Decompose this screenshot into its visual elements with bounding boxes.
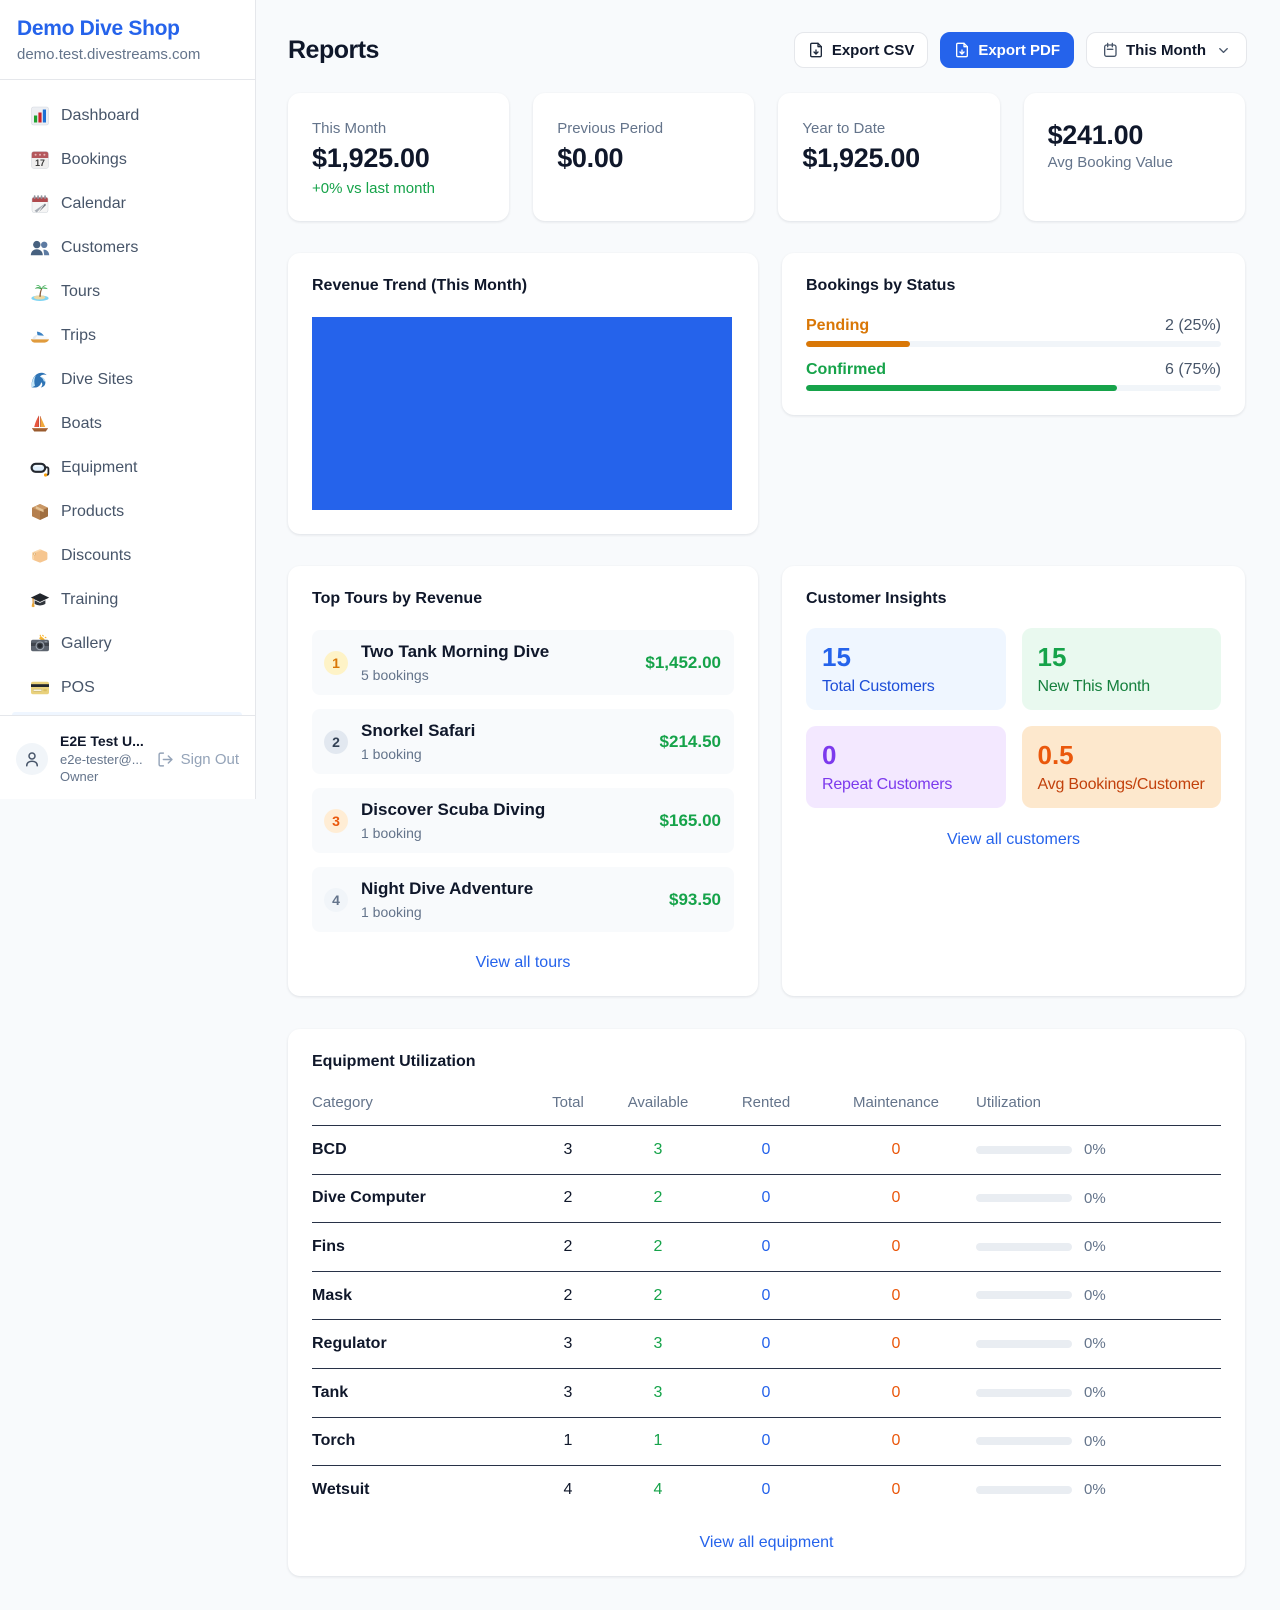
svg-text:17: 17 <box>35 158 45 168</box>
